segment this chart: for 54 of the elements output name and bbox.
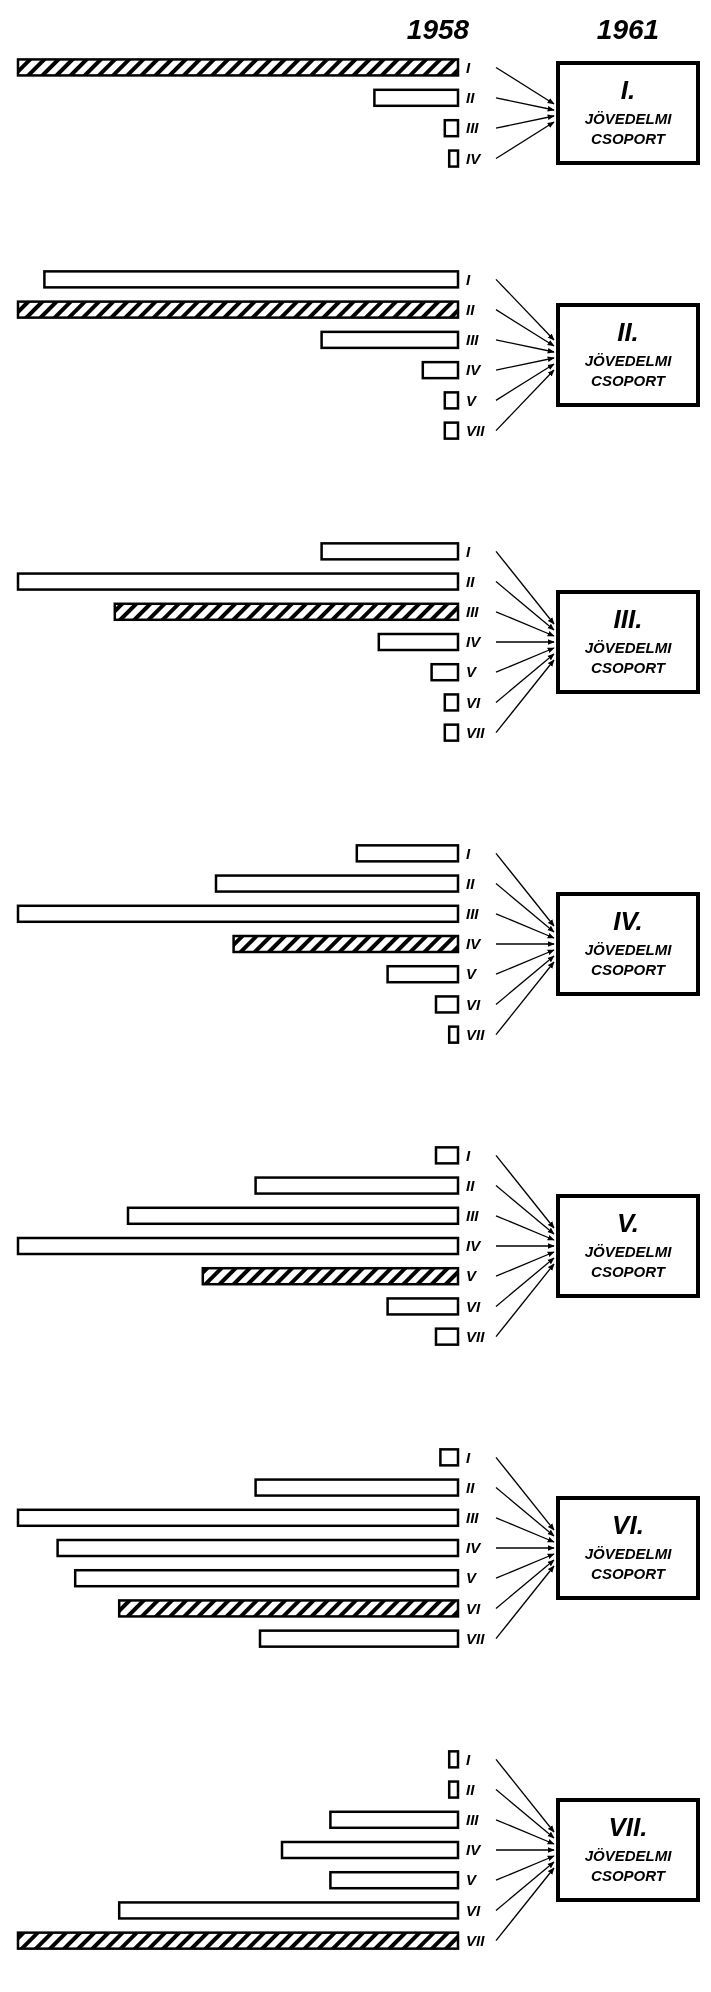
y-tick-label: I xyxy=(466,1448,471,1466)
y-tick-label: VII xyxy=(466,1931,486,1949)
y-tick-label: III xyxy=(466,905,480,923)
y-tick-label: VI xyxy=(466,1297,481,1315)
y-tick-label: I xyxy=(466,270,471,288)
y-tick-label: III xyxy=(466,603,480,621)
y-tick-label: V xyxy=(466,663,478,681)
y-tick-label: V xyxy=(466,1267,478,1285)
y-tick-label: III xyxy=(466,331,480,349)
y-tick-label: VII xyxy=(466,1629,486,1647)
y-tick-label: IV xyxy=(466,361,483,379)
y-tick-label: V xyxy=(466,1569,478,1587)
y-tick-label: IV xyxy=(466,149,483,167)
y-tick-label: IV xyxy=(466,1237,483,1255)
y-tick-label: III xyxy=(466,119,480,137)
y-tick-label: II xyxy=(466,300,476,318)
y-tick-label: VII xyxy=(466,723,486,741)
y-tick-label: VI xyxy=(466,995,481,1013)
y-tick-label: V xyxy=(466,391,478,409)
y-tick-label: VII xyxy=(466,1327,486,1345)
y-tick-label: II xyxy=(466,1780,476,1798)
text: V. JÖVEDELMI CSOPORT xyxy=(584,1208,673,1280)
text: II. JÖVEDELMI CSOPORT xyxy=(584,317,673,389)
y-tick-label: IV xyxy=(466,935,483,953)
y-tick-label: III xyxy=(466,1509,480,1527)
y-tick-label: I xyxy=(466,844,471,862)
y-tick-label: VI xyxy=(466,1901,481,1919)
y-tick-label: III xyxy=(466,1207,480,1225)
y-tick-label: II xyxy=(466,874,476,892)
text: VI. JÖVEDELMI CSOPORT xyxy=(584,1510,673,1582)
text: 1958 xyxy=(406,14,470,45)
y-tick-label: II xyxy=(466,572,476,590)
y-tick-label: IV xyxy=(466,1539,483,1557)
y-tick-label: II xyxy=(466,1176,476,1194)
y-tick-label: IV xyxy=(466,1841,483,1859)
y-tick-label: IV xyxy=(466,633,483,651)
y-tick-label: I xyxy=(466,58,471,76)
y-tick-label: V xyxy=(466,1871,478,1889)
y-tick-label: VI xyxy=(466,1599,481,1617)
text: 1961 xyxy=(596,14,660,45)
y-tick-label: I xyxy=(466,1146,471,1164)
text: IV. JÖVEDELMI CSOPORT xyxy=(584,906,673,978)
text: VII. JÖVEDELMI CSOPORT xyxy=(584,1812,673,1884)
y-tick-label: II xyxy=(466,89,476,107)
y-tick-label: VII xyxy=(466,1025,486,1043)
y-tick-label: III xyxy=(466,1811,480,1829)
text: III. JÖVEDELMI CSOPORT xyxy=(584,604,673,676)
y-tick-label: I xyxy=(466,542,471,560)
text: I. JÖVEDELMI CSOPORT xyxy=(584,75,673,147)
y-tick-label: VII xyxy=(466,421,486,439)
y-tick-label: I xyxy=(466,1750,471,1768)
y-tick-label: VI xyxy=(466,693,481,711)
y-tick-label: II xyxy=(466,1478,476,1496)
y-tick-label: V xyxy=(466,965,478,983)
